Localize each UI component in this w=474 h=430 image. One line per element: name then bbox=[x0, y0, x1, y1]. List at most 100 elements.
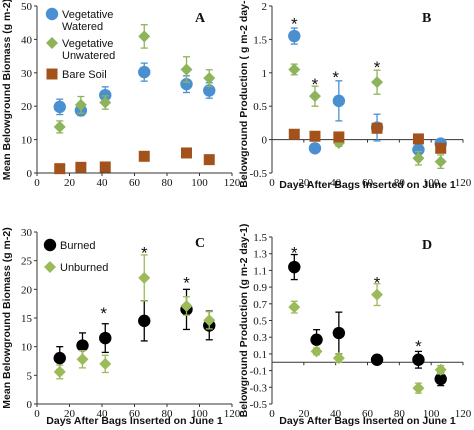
marker-square-bare bbox=[54, 163, 66, 175]
legend-label: Unburned bbox=[60, 262, 108, 274]
marker-circle-burned bbox=[288, 260, 301, 274]
x-tick-label: 100 bbox=[423, 177, 440, 189]
marker-diamond-unwatered bbox=[288, 63, 301, 76]
y-tick-label: 0 bbox=[27, 168, 33, 180]
x-tick-label: 60 bbox=[129, 177, 141, 189]
marker-square-bare bbox=[138, 150, 150, 162]
panel-letter: A bbox=[195, 11, 206, 26]
marker-diamond-unburned bbox=[76, 353, 89, 366]
marker-diamond-unwatered bbox=[412, 152, 425, 165]
x-tick-label: 0 bbox=[269, 408, 275, 420]
significance-star: * bbox=[291, 243, 298, 262]
marker-square-bare bbox=[99, 161, 111, 173]
marker-circle-burned bbox=[412, 353, 425, 366]
series-burned bbox=[53, 288, 216, 371]
x-tick-label: 80 bbox=[162, 177, 174, 189]
marker-diamond-unwatered bbox=[99, 96, 112, 109]
y-tick-label: 5 bbox=[27, 370, 33, 382]
marker-diamond-unwatered bbox=[46, 37, 58, 49]
significance-star: * bbox=[312, 75, 319, 94]
y-tick-label: 30 bbox=[21, 68, 33, 80]
marker-diamond-unburned bbox=[53, 365, 66, 378]
series-bare bbox=[54, 147, 215, 175]
series-unwatered bbox=[53, 24, 216, 134]
x-tick-label: 120 bbox=[455, 408, 472, 420]
marker-circle-watered bbox=[412, 143, 425, 156]
legend: Burned Unburned bbox=[43, 238, 108, 274]
panel-D: -0.5 -0.3 -0.1 0.1 0.3 0.5 0.7 0.9 1.1 1.3 1.5 0 20 4… bbox=[238, 224, 472, 427]
legend-label: Vegetative bbox=[62, 38, 113, 50]
legend-label: Burned bbox=[60, 240, 95, 252]
x-tick-label: 0 bbox=[34, 177, 40, 189]
x-tick-label: 120 bbox=[455, 177, 472, 189]
marker-circle-watered bbox=[138, 65, 151, 79]
significance-star: * bbox=[374, 58, 381, 77]
marker-diamond-unburned bbox=[434, 363, 447, 376]
panel-letter: C bbox=[195, 236, 205, 251]
series-burned bbox=[288, 253, 447, 387]
significance-star: * bbox=[141, 243, 148, 262]
series-unburned bbox=[288, 283, 447, 395]
marker-diamond-unwatered bbox=[203, 72, 216, 85]
marker-circle-burned bbox=[310, 333, 323, 346]
y-tick-label: 1.5 bbox=[253, 232, 267, 244]
y-tick-label: 0.3 bbox=[253, 332, 267, 344]
panel-letter: B bbox=[422, 11, 431, 26]
significance-star: * bbox=[100, 304, 107, 323]
marker-diamond-unburned bbox=[44, 261, 56, 273]
marker-square-bare bbox=[371, 122, 383, 134]
marker-circle-watered bbox=[53, 100, 66, 114]
marker-square-bare bbox=[46, 68, 58, 80]
marker-diamond-unburned bbox=[310, 345, 323, 358]
y-tick-label: 1.1 bbox=[253, 265, 267, 277]
significance-star: * bbox=[291, 14, 298, 33]
panel-C: 0 5 10 15 20 25 30 0 20 40 60 80 100 120 Mean Belowgro… bbox=[1, 227, 241, 427]
legend-label: Watered bbox=[62, 21, 103, 33]
marker-circle-watered bbox=[332, 94, 346, 108]
x-tick-label: 100 bbox=[423, 408, 440, 420]
legend-entry: Unburned bbox=[44, 261, 108, 274]
y-tick-label: 15 bbox=[21, 313, 33, 325]
marker-square-bare bbox=[435, 142, 447, 154]
marker-circle-watered bbox=[203, 84, 216, 97]
y-tick-label: 40 bbox=[21, 34, 33, 46]
x-tick-label: 0 bbox=[269, 177, 275, 189]
panel-B: -0.500.511.520 20 40 60 80 100 120Belowground … bbox=[238, 0, 472, 191]
y-axis-label: Mean Belowground Biomass (g m-2) bbox=[1, 0, 13, 180]
marker-circle-watered bbox=[308, 142, 322, 155]
y-tick-label: 10 bbox=[21, 342, 33, 354]
y-tick-label: 10 bbox=[21, 135, 33, 147]
marker-diamond-unwatered bbox=[434, 155, 447, 168]
y-tick-label: 20 bbox=[21, 284, 33, 296]
marker-circle-burned bbox=[76, 339, 89, 352]
marker-diamond-unburned bbox=[412, 382, 425, 395]
marker-diamond-unwatered bbox=[74, 98, 87, 111]
y-tick-label: 25 bbox=[21, 256, 33, 268]
series-unburned bbox=[53, 254, 216, 380]
x-tick-label: 40 bbox=[330, 177, 342, 189]
y-tick-label: 0.9 bbox=[253, 282, 267, 294]
x-tick-label: 40 bbox=[330, 408, 342, 420]
marker-square-bare bbox=[288, 128, 300, 140]
marker-square-bare bbox=[181, 147, 192, 159]
x-tick-label: 100 bbox=[191, 177, 208, 189]
marker-circle-watered bbox=[180, 77, 193, 91]
x-tick-label: 100 bbox=[191, 408, 208, 420]
x-tick-label: 20 bbox=[64, 408, 76, 420]
y-tick-label: 20 bbox=[21, 101, 33, 113]
legend-entry: Bare Soil bbox=[46, 68, 107, 81]
y-tick-label: 1.3 bbox=[253, 249, 267, 261]
x-axis-label: Days After Bags Inserted on June 1 bbox=[279, 415, 456, 427]
significance-star: * bbox=[415, 337, 422, 356]
marker-diamond-unwatered bbox=[138, 30, 151, 43]
marker-square-bare bbox=[412, 133, 424, 145]
y-tick-label: 0 bbox=[27, 399, 33, 411]
x-tick-label: 60 bbox=[362, 177, 374, 189]
y-tick-label: 2 bbox=[262, 1, 268, 13]
x-tick-label: 80 bbox=[394, 408, 406, 420]
panel-letter: D bbox=[422, 238, 432, 253]
